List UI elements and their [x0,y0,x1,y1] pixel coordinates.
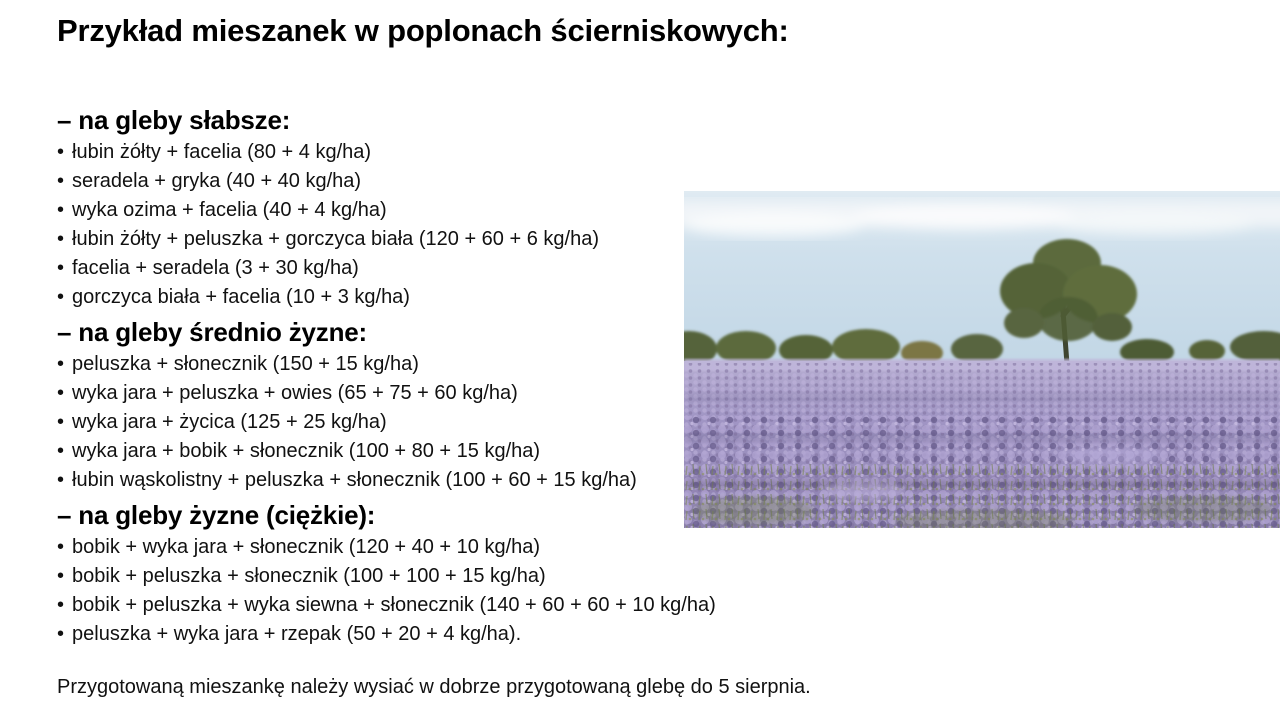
list-item: • bobik + wyka jara + słonecznik (120 + 4… [57,533,777,562]
bullet-icon: • [57,382,65,404]
bullet-icon: • [57,257,65,279]
list-item: • peluszka + wyka jara + rzepak (50 + 20 … [57,620,777,649]
bullet-icon: • [57,440,65,462]
mixture-item-text: łubin żółty + facelia (80 + 4 kg/ha) [72,141,372,163]
bullet-icon: • [57,536,65,558]
footer-note: Przygotowaną mieszankę należy wysiać w d… [57,676,811,698]
section-heading-medium-soils: – na gleby średnio żyzne: [57,317,367,347]
bullet-icon: • [57,594,65,616]
mixture-item-text: bobik + peluszka + słonecznik (100 + 100… [72,565,546,587]
list-item: • łubin żółty + facelia (80 + 4 kg/ha) [57,138,777,167]
mixture-list-fertile-soils: • bobik + wyka jara + słonecznik (120 + 4… [57,533,777,649]
bullet-icon: • [57,411,65,433]
slide-title: Przykład mieszanek w poplonach ściernisk… [57,13,789,48]
mixture-item-text: wyka jara + życica (125 + 25 kg/ha) [72,411,387,433]
bullet-icon: • [57,141,65,163]
mixture-item-text: gorczyca biała + facelia (10 + 3 kg/ha) [72,286,410,308]
mixture-item-text: bobik + wyka jara + słonecznik (120 + 40… [72,536,541,558]
bullet-icon: • [57,565,65,587]
bullet-icon: • [57,353,65,375]
mixture-item-text: łubin żółty + peluszka + gorczyca biała … [72,228,599,250]
bullet-icon: • [57,623,65,645]
list-item: • łubin wąskolistny + peluszka + słoneczn… [57,466,777,495]
mixture-item-text: wyka jara + bobik + słonecznik (100 + 80… [72,440,541,462]
list-item: • wyka jara + bobik + słonecznik (100 + 8… [57,437,777,466]
mixture-item-text: bobik + peluszka + wyka siewna + słonecz… [72,594,716,616]
list-item: • wyka jara + życica (125 + 25 kg/ha) [57,408,777,437]
mixtures-content: – na gleby słabsze: • łubin żółty + facel… [57,102,777,649]
section-heading-weak-soils: – na gleby słabsze: [57,105,291,135]
bullet-icon: • [57,228,65,250]
list-item: • seradela + gryka (40 + 40 kg/ha) [57,167,777,196]
list-item: • bobik + peluszka + słonecznik (100 + 10… [57,562,777,591]
flower-field [684,359,1280,528]
mixture-item-text: peluszka + wyka jara + rzepak (50 + 20 +… [72,623,522,645]
bullet-icon: • [57,199,65,221]
mixture-item-text: peluszka + słonecznik (150 + 15 kg/ha) [72,353,419,375]
bullet-icon: • [57,170,65,192]
big-tree [1000,239,1137,367]
mixture-list-weak-soils: • łubin żółty + facelia (80 + 4 kg/ha) • s… [57,138,777,312]
list-item: • łubin żółty + peluszka + gorczyca biała… [57,225,777,254]
phacelia-field-photo [684,191,1280,528]
mixture-list-medium-soils: • peluszka + słonecznik (150 + 15 kg/ha) … [57,350,777,495]
list-item: • facelia + seradela (3 + 30 kg/ha) [57,254,777,283]
tree-line [684,329,1280,367]
list-item: • wyka jara + peluszka + owies (65 + 75 +… [57,379,777,408]
list-item: • peluszka + słonecznik (150 + 15 kg/ha) [57,350,777,379]
mixture-item-text: wyka jara + peluszka + owies (65 + 75 + … [72,382,518,404]
list-item: • bobik + peluszka + wyka siewna + słonec… [57,591,777,620]
field-photo-illustration [684,191,1280,528]
bullet-icon: • [57,469,65,491]
section-heading-fertile-soils: – na gleby żyzne (ciężkie): [57,500,376,530]
mixture-item-text: seradela + gryka (40 + 40 kg/ha) [72,170,362,192]
list-item: • gorczyca biała + facelia (10 + 3 kg/ha) [57,283,777,312]
cloud-band [684,201,1280,237]
mixture-item-text: wyka ozima + facelia (40 + 4 kg/ha) [72,199,387,221]
mixture-item-text: łubin wąskolistny + peluszka + słoneczni… [72,469,637,491]
bullet-icon: • [57,286,65,308]
list-item: • wyka ozima + facelia (40 + 4 kg/ha) [57,196,777,225]
mixture-item-text: facelia + seradela (3 + 30 kg/ha) [72,257,359,279]
